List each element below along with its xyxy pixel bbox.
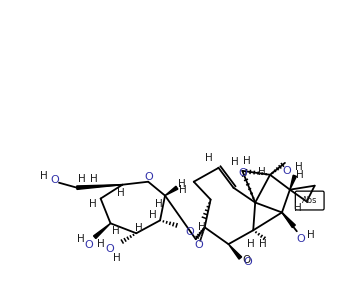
Polygon shape <box>228 244 242 259</box>
Text: O: O <box>105 244 114 254</box>
Text: O: O <box>297 234 305 244</box>
FancyBboxPatch shape <box>295 191 324 210</box>
Text: H: H <box>90 174 98 184</box>
Text: H: H <box>294 203 302 213</box>
Text: H: H <box>247 239 255 249</box>
Text: H: H <box>178 179 186 189</box>
Polygon shape <box>165 186 178 195</box>
Text: H: H <box>198 222 206 232</box>
Text: H: H <box>296 170 304 180</box>
Text: H: H <box>179 185 187 195</box>
Text: H: H <box>78 174 86 184</box>
Text: H: H <box>155 199 163 209</box>
Text: H: H <box>112 226 119 236</box>
Text: H: H <box>258 167 266 177</box>
Polygon shape <box>282 212 295 228</box>
Text: O: O <box>238 168 247 178</box>
Polygon shape <box>94 223 111 239</box>
Text: H: H <box>259 239 267 249</box>
Text: H: H <box>135 223 143 233</box>
Polygon shape <box>290 175 297 190</box>
Text: H: H <box>295 162 303 172</box>
Text: O: O <box>84 240 93 250</box>
Text: O: O <box>194 240 203 250</box>
Text: O: O <box>242 255 250 265</box>
Text: H: H <box>40 171 48 181</box>
Text: O: O <box>282 166 291 176</box>
Text: Abs: Abs <box>302 196 317 205</box>
Text: H: H <box>231 157 238 167</box>
Polygon shape <box>77 185 122 189</box>
Text: O: O <box>185 227 194 237</box>
Text: H: H <box>243 156 251 166</box>
Text: H: H <box>117 188 124 198</box>
Text: O: O <box>145 172 154 182</box>
Text: H: H <box>307 230 314 240</box>
Text: H: H <box>149 210 157 220</box>
Text: H: H <box>205 153 213 163</box>
Text: O: O <box>243 257 252 267</box>
Text: H: H <box>77 234 85 244</box>
Text: H: H <box>113 253 120 263</box>
Text: H: H <box>97 239 104 249</box>
Text: H: H <box>89 199 97 209</box>
Text: O: O <box>51 175 59 185</box>
